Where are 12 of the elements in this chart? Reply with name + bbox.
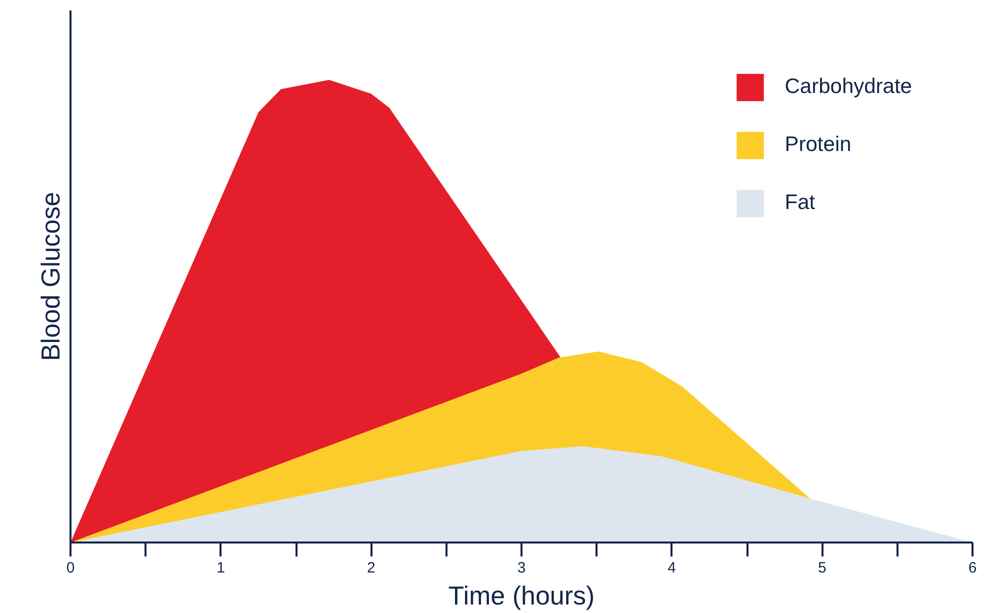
legend-label: Protein bbox=[784, 133, 852, 157]
x-tick-label: 3 bbox=[517, 560, 526, 576]
x-tick-label: 2 bbox=[366, 560, 376, 576]
y-axis-title: Blood Glucose bbox=[36, 192, 66, 362]
x-tick-label: 6 bbox=[968, 560, 977, 576]
legend-label: Fat bbox=[784, 191, 816, 215]
x-tick-label: 0 bbox=[66, 560, 75, 576]
x-tick-label: 5 bbox=[818, 560, 826, 576]
legend-label: Carbohydrate bbox=[784, 75, 912, 99]
x-axis-title: Time (hours) bbox=[448, 580, 595, 610]
x-tick-label: 1 bbox=[216, 560, 226, 576]
x-tick-label: 4 bbox=[668, 560, 676, 576]
